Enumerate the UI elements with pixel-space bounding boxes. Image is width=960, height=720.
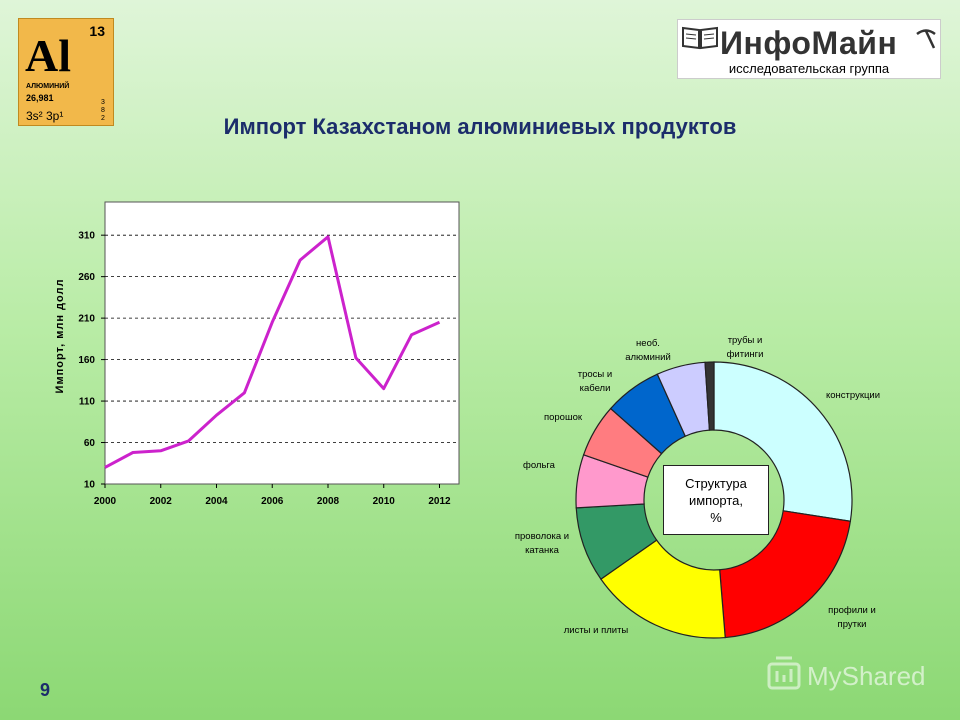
donut-slice	[704, 361, 715, 431]
plot-area	[104, 201, 460, 485]
atomic-number: 13	[89, 23, 105, 39]
donut-slice	[719, 510, 852, 639]
pickaxe-icon	[916, 29, 936, 49]
element-symbol: Al	[25, 30, 71, 81]
donut-slice-label: тросы и кабели	[578, 369, 612, 394]
infomine-logo: ИнфоМайн исследовательская группа	[677, 19, 941, 79]
donut-slice-label: конструкции	[826, 390, 880, 401]
x-tick-label: 2008	[317, 496, 340, 507]
logo-brand-text: ИнфоМайн	[720, 25, 898, 61]
y-tick-label: 210	[78, 314, 95, 325]
donut-center-label: Структура импорта, %	[663, 465, 769, 535]
y-tick-label: 60	[84, 438, 96, 449]
donut-slice-label: фольга	[523, 460, 556, 471]
shell-count: 3	[101, 99, 105, 106]
logo-subtitle: исследовательская группа	[728, 61, 890, 76]
electron-shells: 3 8 2	[100, 99, 106, 123]
donut-slice-label: трубы и фитинги	[727, 335, 764, 360]
x-tick-label: 2002	[150, 496, 173, 507]
watermark-text: MyShared	[807, 661, 926, 691]
donut-slice-label: листы и плиты	[564, 625, 629, 636]
x-tick-label: 2006	[261, 496, 284, 507]
import-value-line	[104, 235, 441, 469]
center-label-line: %	[710, 509, 722, 525]
myshared-watermark: MyShared	[767, 656, 926, 691]
y-tick-label: 10	[84, 480, 96, 491]
y-tick-label: 310	[78, 231, 95, 242]
x-tick-label: 2004	[205, 496, 228, 507]
page-number: 9	[40, 680, 51, 700]
y-tick-label: 160	[78, 355, 95, 366]
element-name: АЛЮМИНИЙ	[26, 83, 70, 90]
shell-count: 8	[101, 107, 105, 114]
donut-slice-label: проволока и катанка	[515, 531, 569, 556]
x-tick-label: 2010	[373, 496, 396, 507]
presentation-icon	[767, 656, 801, 690]
y-tick-label: 260	[78, 272, 95, 283]
atomic-mass: 26,981	[26, 93, 54, 103]
y-tick-label: 110	[79, 397, 96, 408]
donut-slice-label: необ. алюминий	[625, 338, 671, 363]
aluminium-element-tile: 13 Al АЛЮМИНИЙ 26,981 3s² 3p¹ 3 8 2	[18, 18, 114, 126]
donut-slice-label: профили и прутки	[828, 605, 876, 630]
donut-slice	[713, 361, 853, 522]
book-icon	[682, 26, 718, 50]
donut-slice-label: порошок	[544, 412, 583, 423]
electron-configuration: 3s² 3p¹	[26, 109, 64, 123]
center-label-line: импорта,	[688, 492, 744, 508]
x-tick-label: 2000	[94, 496, 117, 507]
x-tick-label: 2012	[428, 496, 451, 507]
shell-count: 2	[101, 115, 105, 122]
slide-title: Импорт Казахстаном алюминиевых продуктов	[223, 114, 737, 139]
center-label-line: Структура	[685, 475, 747, 491]
